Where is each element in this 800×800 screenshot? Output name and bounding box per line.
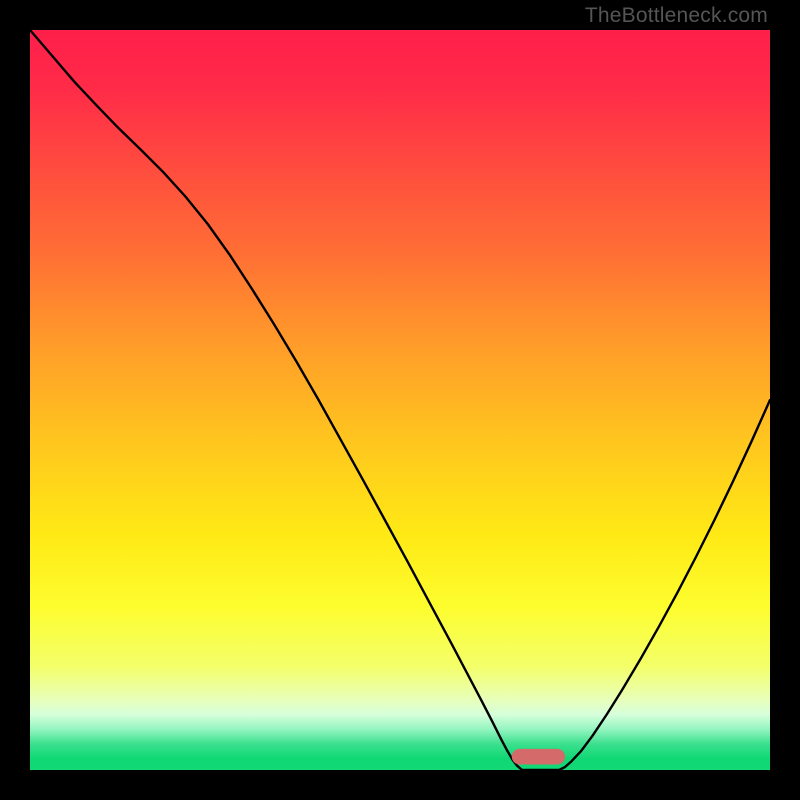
- chart-frame: TheBottleneck.com: [0, 0, 800, 800]
- bottleneck-curve: [30, 30, 770, 770]
- optimal-marker: [512, 749, 565, 765]
- plot-area: [30, 30, 770, 770]
- curve-layer: [30, 30, 770, 770]
- watermark-text: TheBottleneck.com: [585, 4, 768, 28]
